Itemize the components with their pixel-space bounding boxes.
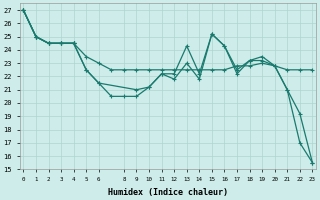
X-axis label: Humidex (Indice chaleur): Humidex (Indice chaleur) [108, 188, 228, 197]
